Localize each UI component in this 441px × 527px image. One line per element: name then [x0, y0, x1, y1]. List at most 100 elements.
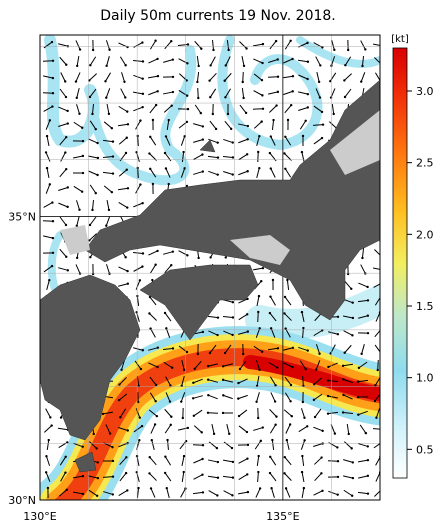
current-arrow-head	[164, 455, 167, 458]
current-arrow	[209, 120, 217, 130]
current-arrow-head	[246, 443, 250, 447]
current-arrow-head	[125, 136, 128, 139]
current-arrow	[120, 88, 126, 98]
current-arrow	[132, 252, 144, 254]
current-arrow-head	[231, 333, 234, 337]
current-arrow-head	[141, 77, 144, 80]
current-arrow-head	[326, 412, 330, 415]
current-arrow	[76, 55, 80, 67]
current-arrow-head	[351, 301, 354, 304]
current-arrow-head	[96, 476, 100, 480]
current-arrow	[180, 392, 186, 402]
current-arrow	[284, 313, 292, 321]
current-arrow	[196, 71, 200, 83]
current-arrow-head	[149, 135, 152, 139]
current-arrow-head	[276, 366, 279, 369]
current-arrow	[269, 409, 277, 417]
current-arrow	[193, 139, 203, 143]
current-arrow	[223, 379, 233, 383]
current-arrow	[92, 199, 94, 211]
current-arrow	[269, 472, 277, 482]
current-arrow	[45, 408, 51, 418]
current-arrow-head	[258, 134, 261, 138]
current-arrow	[343, 459, 353, 463]
current-arrow	[209, 73, 217, 81]
current-arrow	[165, 376, 171, 386]
current-arrow-head	[163, 471, 167, 475]
current-arrow-head	[201, 153, 204, 156]
current-arrow	[136, 375, 140, 387]
current-arrow	[253, 121, 263, 129]
current-arrow	[208, 170, 218, 176]
current-arrow-head	[126, 269, 129, 273]
current-arrow-head	[171, 250, 175, 253]
current-arrow-head	[64, 455, 67, 458]
current-arrow-head	[326, 379, 330, 382]
current-arrow	[301, 471, 305, 483]
current-arrow-head	[170, 104, 173, 107]
land-shade	[60, 225, 290, 265]
current-arrow-head	[231, 316, 235, 319]
current-arrow	[330, 88, 336, 98]
current-arrow	[298, 107, 308, 111]
current-arrow-head	[96, 461, 99, 464]
current-arrow	[148, 347, 158, 351]
current-arrow	[73, 185, 83, 193]
current-arrow-head	[257, 470, 260, 474]
current-arrow	[254, 440, 262, 450]
current-arrow-head	[364, 431, 368, 435]
current-arrow-head	[268, 151, 272, 155]
current-arrow	[238, 378, 248, 384]
current-arrow	[313, 42, 323, 48]
current-arrow-head	[382, 428, 384, 430]
current-arrow	[181, 360, 185, 370]
x-tick-label: 135°E	[266, 510, 299, 523]
current-arrow-head	[283, 295, 287, 299]
current-arrow	[88, 475, 98, 479]
current-arrow	[331, 40, 335, 50]
current-arrow-head	[284, 135, 287, 138]
current-arrow-head	[245, 430, 249, 434]
current-arrow	[315, 88, 321, 98]
current-arrow-head	[64, 151, 67, 154]
current-arrow	[302, 375, 304, 387]
current-arrow-head	[154, 400, 157, 403]
current-arrow	[163, 361, 173, 369]
current-arrow-head	[163, 311, 167, 315]
map-title: Daily 50m currents 19 Nov. 2018.	[100, 8, 336, 24]
current-arrow-head	[291, 346, 295, 349]
current-arrow-head	[364, 48, 367, 51]
current-arrow	[73, 155, 83, 159]
current-arrow-head	[261, 426, 264, 429]
current-arrow	[103, 491, 113, 495]
current-arrow-head	[242, 64, 246, 68]
current-arrow	[301, 455, 305, 467]
current-arrow-head	[182, 368, 186, 372]
current-arrow-head	[186, 43, 190, 46]
current-arrow-head	[182, 470, 185, 474]
current-arrow-head	[283, 455, 287, 459]
current-arrow-head	[231, 460, 235, 464]
current-arrow-head	[257, 150, 260, 154]
current-arrow-head	[346, 48, 350, 52]
current-arrow-head	[223, 351, 227, 355]
current-arrow-head	[214, 127, 218, 131]
current-arrow	[45, 456, 51, 466]
current-arrow-head	[244, 111, 248, 115]
current-arrow-head	[246, 473, 249, 476]
current-arrow	[358, 361, 368, 369]
current-arrow-head	[107, 208, 111, 212]
current-arrow	[164, 312, 172, 322]
current-arrow	[346, 423, 350, 435]
current-arrow-head	[124, 64, 127, 67]
current-arrow-head	[380, 488, 382, 490]
current-arrow-head	[183, 167, 186, 170]
current-arrow-head	[48, 183, 52, 186]
current-arrow	[179, 440, 187, 450]
current-arrow	[343, 441, 353, 449]
current-arrow-head	[96, 156, 100, 160]
current-arrow-head	[148, 312, 151, 315]
current-arrow	[193, 409, 203, 417]
current-arrow-head	[74, 80, 78, 83]
current-arrow	[253, 427, 263, 431]
